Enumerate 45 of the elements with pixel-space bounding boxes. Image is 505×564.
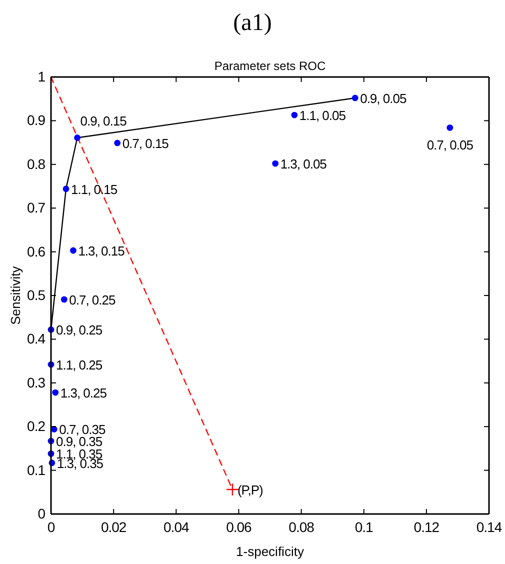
annotation: 1.1, 0.25 <box>56 358 102 373</box>
point <box>446 124 454 131</box>
chart-title: (a1) <box>233 10 272 36</box>
point <box>272 160 279 167</box>
point <box>74 134 80 141</box>
x-axis-title: 1-specificity <box>236 544 304 559</box>
annotation: 1.3, 0.05 <box>280 156 327 172</box>
y-tick-label: 0.7 <box>27 200 46 216</box>
annotation: 0.7, 0.05 <box>426 138 474 153</box>
point <box>352 94 358 102</box>
annotation: 0.7, 0.25 <box>69 292 116 308</box>
annotation: 0.9, 0.05 <box>360 90 406 106</box>
annotation: 1.3, 0.15 <box>78 243 125 258</box>
y-tick-label: 0.5 <box>27 286 46 303</box>
annotation: 0.9, 0.15 <box>80 114 127 129</box>
y-tick-label: 0.8 <box>27 156 46 172</box>
annotation: 1.3, 0.25 <box>60 386 107 401</box>
y-tick-label: 0.2 <box>27 418 46 434</box>
point <box>70 247 76 254</box>
point <box>52 389 59 396</box>
y-tick-label: 1 <box>38 68 46 84</box>
y-tick-label: 0.3 <box>27 374 46 390</box>
x-tick-label: 0.08 <box>288 518 315 535</box>
x-tick-label: 0.06 <box>226 518 252 535</box>
x-tick-label: 0.14 <box>476 518 502 535</box>
y-tick-label: 0.9 <box>27 112 46 128</box>
point <box>226 482 240 496</box>
x-tick-label: 0.04 <box>164 518 190 535</box>
chart-subtitle: Parameter sets ROC <box>214 59 326 73</box>
point <box>291 112 298 118</box>
point <box>114 140 121 146</box>
x-tick-label: 0.1 <box>354 518 374 535</box>
annotation: 0.7, 0.15 <box>122 136 169 151</box>
x-tick-label: 0.12 <box>414 518 440 535</box>
y-tick-label: 0.6 <box>27 243 46 260</box>
y-tick-label: 0 <box>38 505 46 522</box>
y-tick-label: 0.4 <box>27 330 46 347</box>
point <box>60 296 68 303</box>
point <box>62 186 70 192</box>
y-axis-title: Sensitivity <box>8 266 23 325</box>
annotation: (P,P) <box>237 482 264 498</box>
annotation: 1.1, 0.05 <box>299 108 346 124</box>
y-tick-label: 0.1 <box>27 462 46 478</box>
annotation: 0.9, 0.25 <box>56 322 102 338</box>
x-tick-label: 0.02 <box>100 518 127 535</box>
